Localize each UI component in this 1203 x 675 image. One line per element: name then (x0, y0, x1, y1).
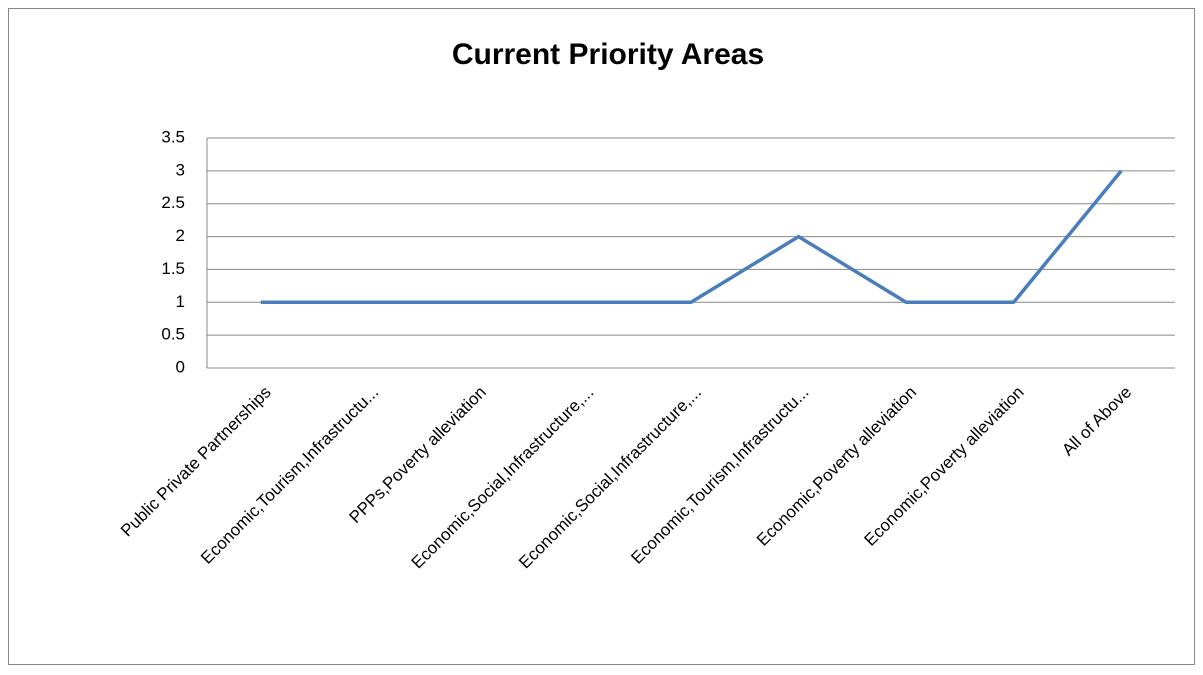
y-tick-label: 0 (176, 357, 185, 376)
series-line (260, 169, 1123, 305)
y-tick-label: 3 (176, 160, 185, 179)
chart-frame (8, 8, 1195, 665)
y-tick-label: 2.5 (161, 193, 185, 212)
y-tick-label: 2 (176, 226, 185, 245)
y-tick-label: 1 (176, 292, 185, 311)
y-tick-label: 1.5 (161, 259, 185, 278)
chart-title: Current Priority Areas (452, 38, 764, 71)
y-tick-label: 0.5 (161, 325, 185, 344)
y-tick-label: 3.5 (161, 127, 185, 146)
